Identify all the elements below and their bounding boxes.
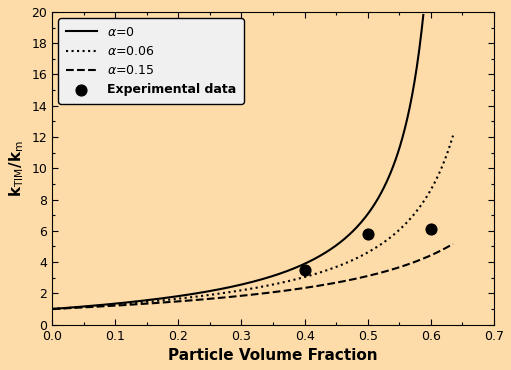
Experimental data [300, 267, 309, 273]
Experimental data [364, 231, 372, 237]
$\alpha$=0.06 [450, 133, 456, 138]
$\alpha$=0.15 [50, 307, 56, 311]
Line: $\alpha$=0: $\alpha$=0 [53, 15, 423, 309]
Legend: $\alpha$=0, $\alpha$=0.06, $\alpha$=0.15, Experimental data: $\alpha$=0, $\alpha$=0.06, $\alpha$=0.15… [58, 18, 244, 104]
$\alpha$=0.06 [242, 287, 248, 292]
$\alpha$=0 [84, 304, 90, 309]
$\alpha$=0 [244, 281, 250, 286]
$\alpha$=0.15 [266, 290, 272, 295]
$\alpha$=0 [420, 13, 426, 17]
$\alpha$=0 [50, 307, 56, 311]
$\alpha$=0 [277, 271, 284, 276]
$\alpha$=0.15 [440, 247, 447, 252]
$\alpha$=0.15 [242, 293, 248, 297]
Experimental data [427, 226, 435, 232]
$\alpha$=0 [364, 213, 370, 217]
$\alpha$=0.06 [288, 278, 294, 283]
$\alpha$=0.15 [288, 287, 294, 292]
Line: $\alpha$=0.06: $\alpha$=0.06 [53, 135, 453, 309]
X-axis label: Particle Volume Fraction: Particle Volume Fraction [168, 348, 378, 363]
$\alpha$=0.06 [240, 288, 246, 292]
$\alpha$=0.15 [240, 293, 246, 298]
$\alpha$=0.15 [378, 270, 384, 275]
$\alpha$=0.15 [450, 242, 456, 246]
$\alpha$=0.06 [50, 307, 56, 311]
Line: $\alpha$=0.15: $\alpha$=0.15 [53, 244, 453, 309]
$\alpha$=0 [134, 299, 140, 303]
$\alpha$=0 [371, 202, 378, 207]
$\alpha$=0.06 [266, 283, 272, 287]
Y-axis label: k$_{\rm TIM}$/k$_{\rm m}$: k$_{\rm TIM}$/k$_{\rm m}$ [7, 140, 26, 197]
$\alpha$=0.06 [378, 242, 384, 247]
$\alpha$=0.06 [440, 161, 447, 166]
